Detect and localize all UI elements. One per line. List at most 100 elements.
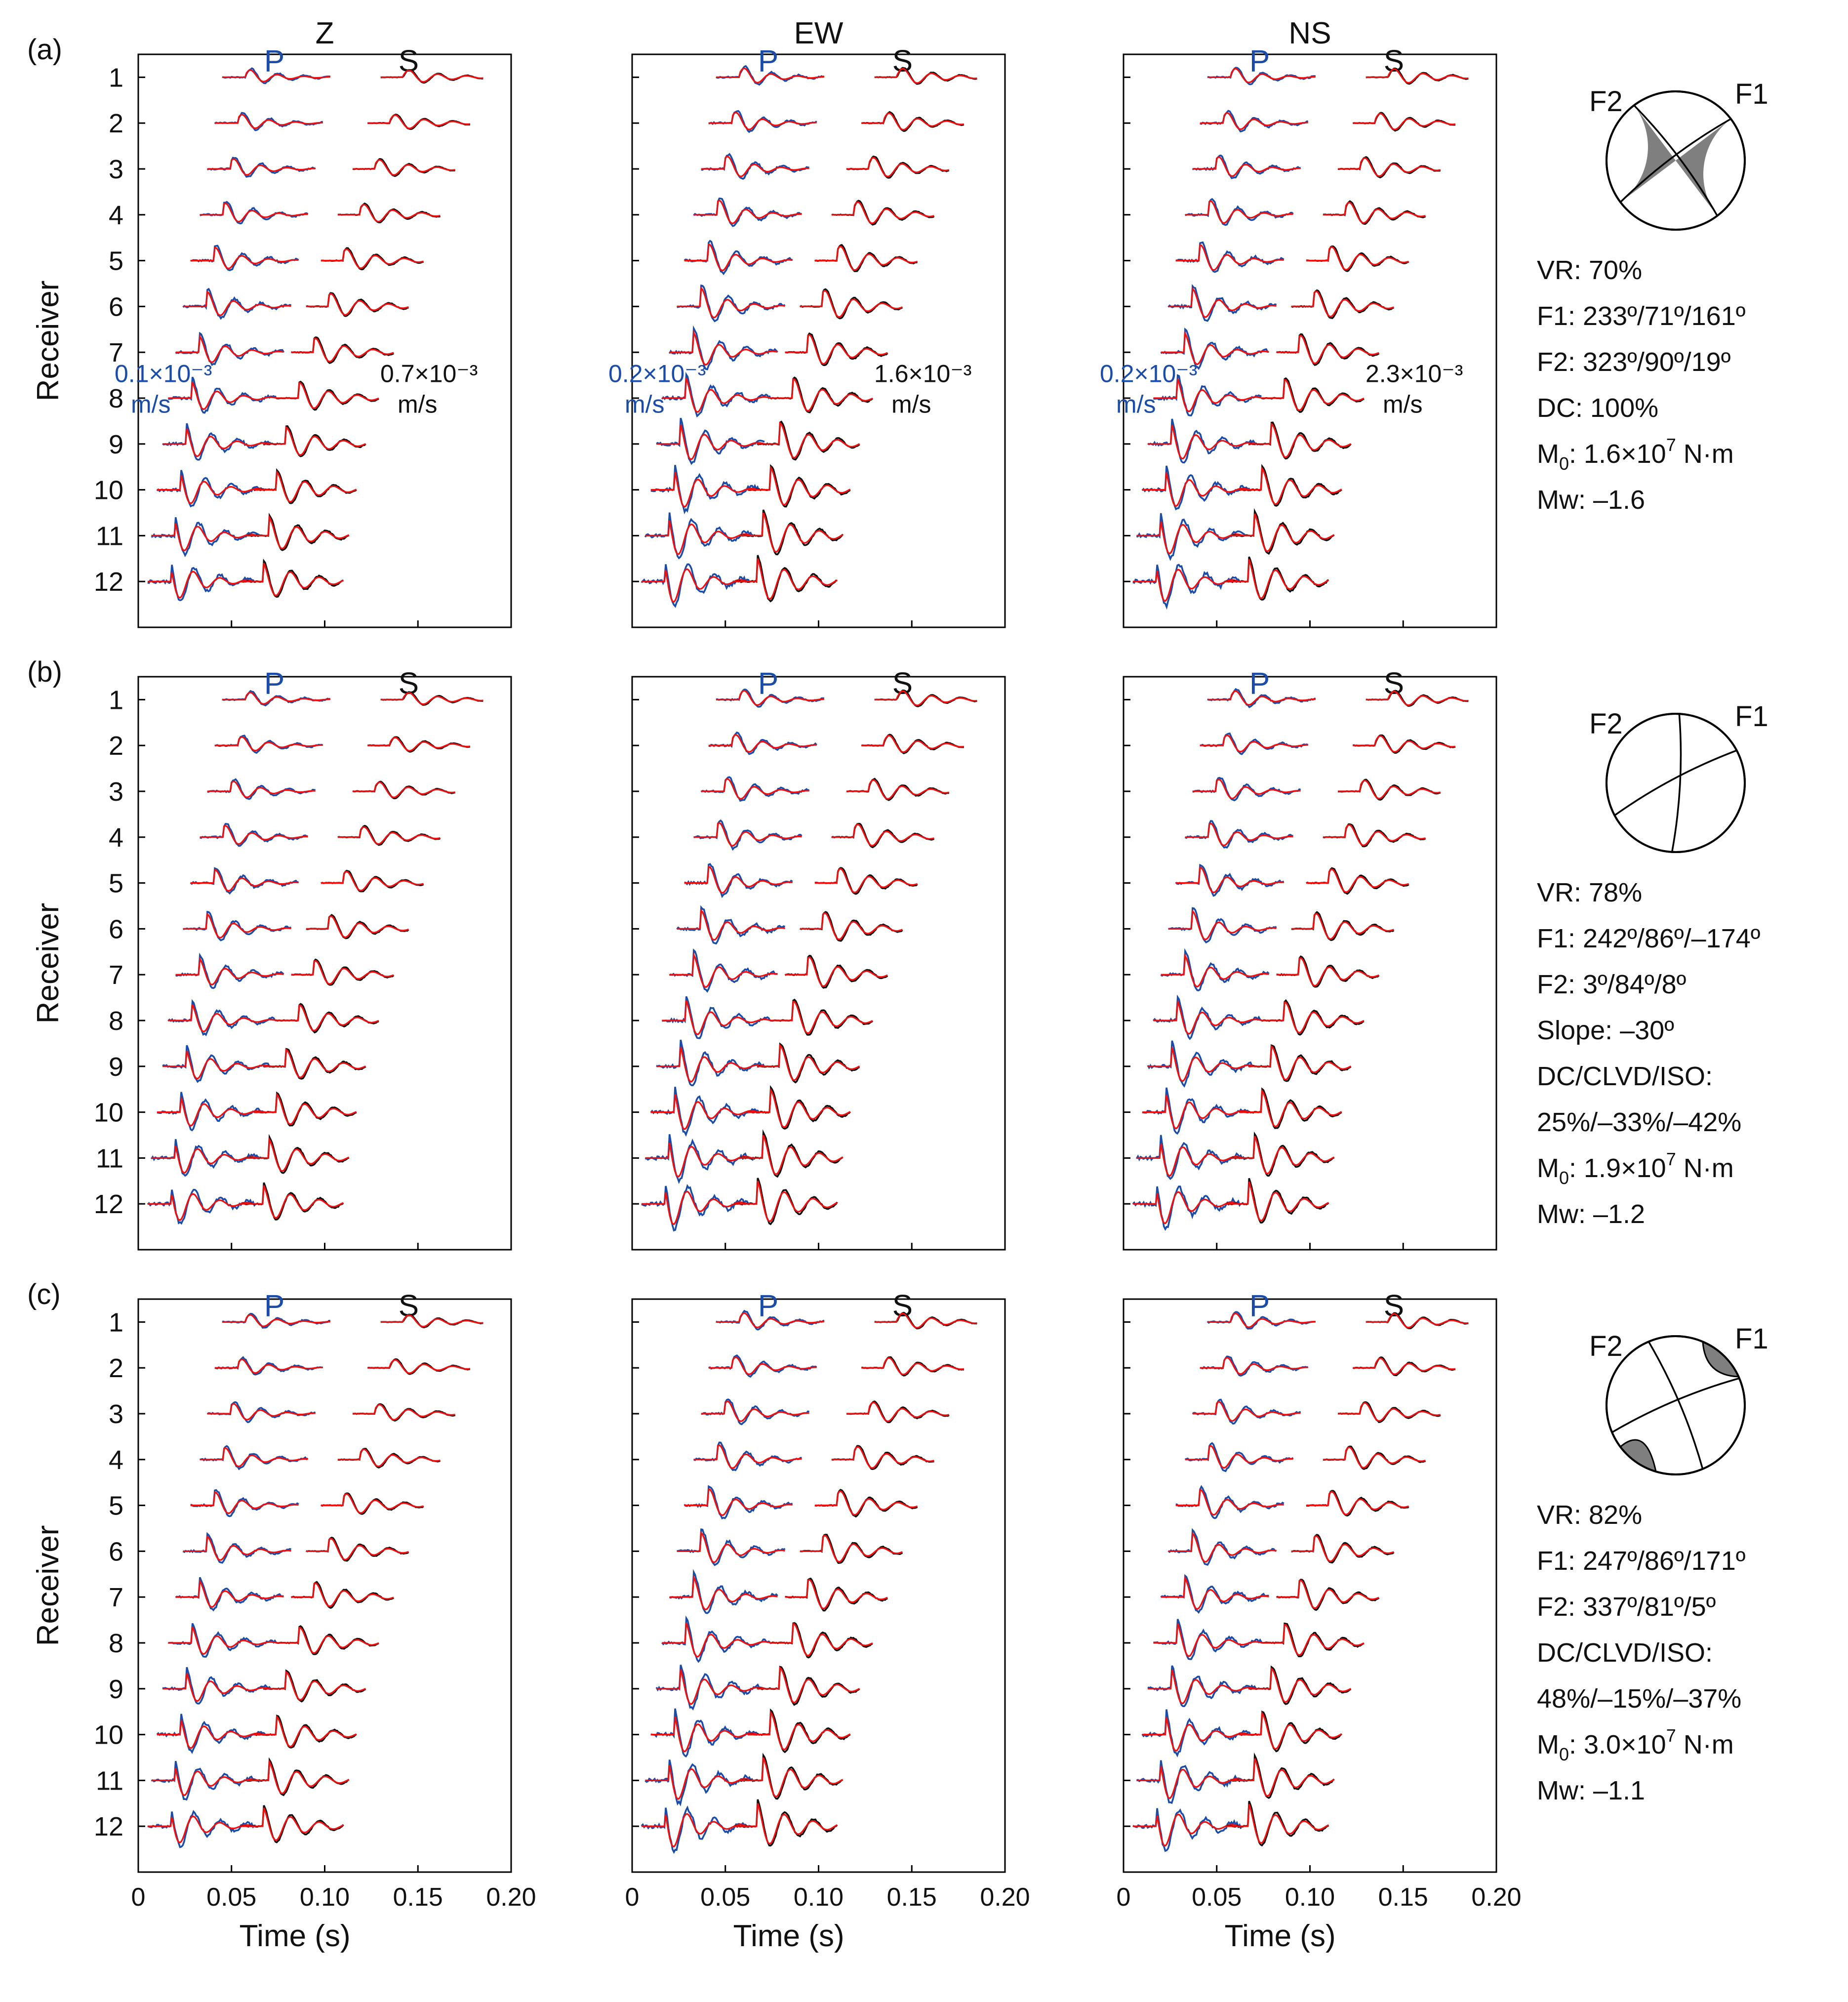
p-observed-trace — [1185, 1442, 1294, 1472]
s-synthetic-trace — [1239, 1088, 1342, 1128]
solution-parameter: Mw: –1.2 — [1537, 1199, 1645, 1229]
s-observed-trace — [1225, 1800, 1329, 1847]
p-synthetic-trace — [662, 1000, 770, 1035]
p-synthetic-trace — [684, 865, 793, 894]
p-observed-trace — [656, 1039, 765, 1086]
p-synthetic-trace — [645, 520, 754, 555]
s-phase-label: S — [399, 666, 419, 700]
s-observed-trace — [740, 1129, 844, 1178]
p-synthetic-trace — [1168, 287, 1277, 318]
compressional-quadrant — [1676, 119, 1731, 216]
p-synthetic-trace — [1142, 1095, 1251, 1130]
p-synthetic-trace — [147, 1193, 256, 1222]
s-synthetic-trace — [1231, 1136, 1335, 1175]
s-synthetic-trace — [1239, 466, 1342, 505]
p-synthetic-trace — [656, 424, 765, 460]
receiver-tick-label: 2 — [109, 1353, 123, 1383]
p-synthetic-trace — [1175, 866, 1284, 894]
s-observed-trace — [734, 555, 838, 603]
p-synthetic-trace — [1148, 1047, 1256, 1082]
s-observed-trace — [241, 1182, 344, 1221]
p-observed-trace — [206, 157, 316, 178]
s-synthetic-trace — [1231, 1758, 1335, 1797]
s-observed-trace — [1225, 556, 1329, 601]
solution-parameter: DC/CLVD/ISO: — [1537, 1062, 1713, 1091]
p-synthetic-trace — [1132, 569, 1242, 602]
s-observed-trace — [263, 1048, 366, 1080]
p-synthetic-trace — [175, 1579, 284, 1608]
p-synthetic-trace — [1207, 68, 1316, 83]
p-synthetic-trace — [641, 1190, 750, 1226]
p-observed-trace — [669, 1569, 778, 1614]
p-synthetic-trace — [1136, 1143, 1245, 1177]
p-synthetic-trace — [701, 778, 809, 800]
s-synthetic-trace — [246, 514, 350, 550]
p-synthetic-trace — [650, 471, 760, 508]
p-amplitude-scale: 0.2×10⁻³ — [608, 360, 706, 388]
time-tick-label: 0.20 — [980, 1883, 1030, 1912]
receiver-tick-label: 6 — [109, 292, 123, 322]
waveform-panel: 0 0.05 0.10 0.15 0.20 Time (s) P S — [1117, 1289, 1522, 1953]
p-synthetic-trace — [147, 1815, 256, 1844]
s-synthetic-trace — [1231, 513, 1335, 552]
receiver-tick-label: 11 — [96, 521, 123, 551]
solution-parameter: Mw: –1.6 — [1537, 485, 1645, 515]
solution-parameter: 25%/–33%/–42% — [1537, 1107, 1741, 1137]
receiver-tick-label: 10 — [94, 1720, 123, 1750]
nodal-plane — [1611, 1377, 1740, 1433]
p-synthetic-trace — [200, 1447, 308, 1468]
s-synthetic-trace — [740, 1757, 844, 1798]
p-phase-label: P — [758, 44, 778, 78]
p-synthetic-trace — [207, 1403, 316, 1421]
s-observed-trace — [253, 1091, 357, 1127]
s-synthetic-trace — [734, 558, 838, 600]
time-tick-label: 0.15 — [887, 1883, 937, 1912]
p-observed-trace — [677, 284, 786, 323]
p-synthetic-trace — [162, 1673, 271, 1702]
p-synthetic-trace — [693, 822, 802, 847]
s-synthetic-trace — [1226, 559, 1329, 599]
p-synthetic-trace — [693, 200, 802, 224]
s-synthetic-trace — [1306, 868, 1409, 893]
p-observed-trace — [162, 1667, 272, 1705]
time-tick-label: 0 — [131, 1883, 146, 1912]
solution-parameter: VR: 82% — [1537, 1500, 1642, 1530]
s-synthetic-trace — [814, 245, 918, 271]
p-synthetic-trace — [1175, 1489, 1284, 1516]
beachball: F2 F1 — [1589, 78, 1768, 231]
s-amplitude-unit: m/s — [1383, 391, 1423, 418]
p-observed-trace — [693, 197, 802, 227]
receiver-tick-label: 4 — [109, 201, 123, 230]
s-synthetic-trace — [353, 1404, 455, 1421]
s-synthetic-trace — [1276, 334, 1379, 365]
p-synthetic-trace — [162, 428, 271, 457]
time-tick-label: 0.05 — [1192, 1883, 1242, 1912]
s-synthetic-trace — [1306, 1491, 1409, 1515]
s-synthetic-trace — [241, 1185, 344, 1219]
p-synthetic-trace — [708, 1356, 817, 1375]
panel-frame — [137, 1298, 512, 1873]
s-synthetic-trace — [1239, 1711, 1342, 1750]
s-synthetic-trace — [785, 956, 888, 987]
p-observed-trace — [1141, 1709, 1251, 1757]
solution-parameter: VR: 70% — [1537, 255, 1642, 285]
s-observed-trace — [799, 288, 903, 320]
s-observed-trace — [757, 1666, 860, 1706]
s-synthetic-trace — [337, 1448, 441, 1468]
p-observed-trace — [1184, 820, 1293, 849]
s-observed-trace — [1231, 1131, 1335, 1177]
panel-frame — [1123, 53, 1497, 628]
s-synthetic-trace — [1248, 1045, 1352, 1081]
receiver-tick-label: 10 — [94, 476, 123, 505]
p-synthetic-trace — [645, 1143, 754, 1178]
p-phase-label: P — [1249, 666, 1270, 700]
p-observed-trace — [1160, 327, 1269, 370]
nodal-plane — [1619, 118, 1731, 203]
s-observed-trace — [246, 513, 350, 551]
panel-frame — [137, 53, 512, 628]
receiver-tick-label: 11 — [96, 1766, 123, 1796]
p-synthetic-trace — [708, 111, 817, 130]
s-amplitude-scale: 0.7×10⁻³ — [380, 360, 478, 388]
receiver-tick-label: 12 — [94, 567, 123, 597]
